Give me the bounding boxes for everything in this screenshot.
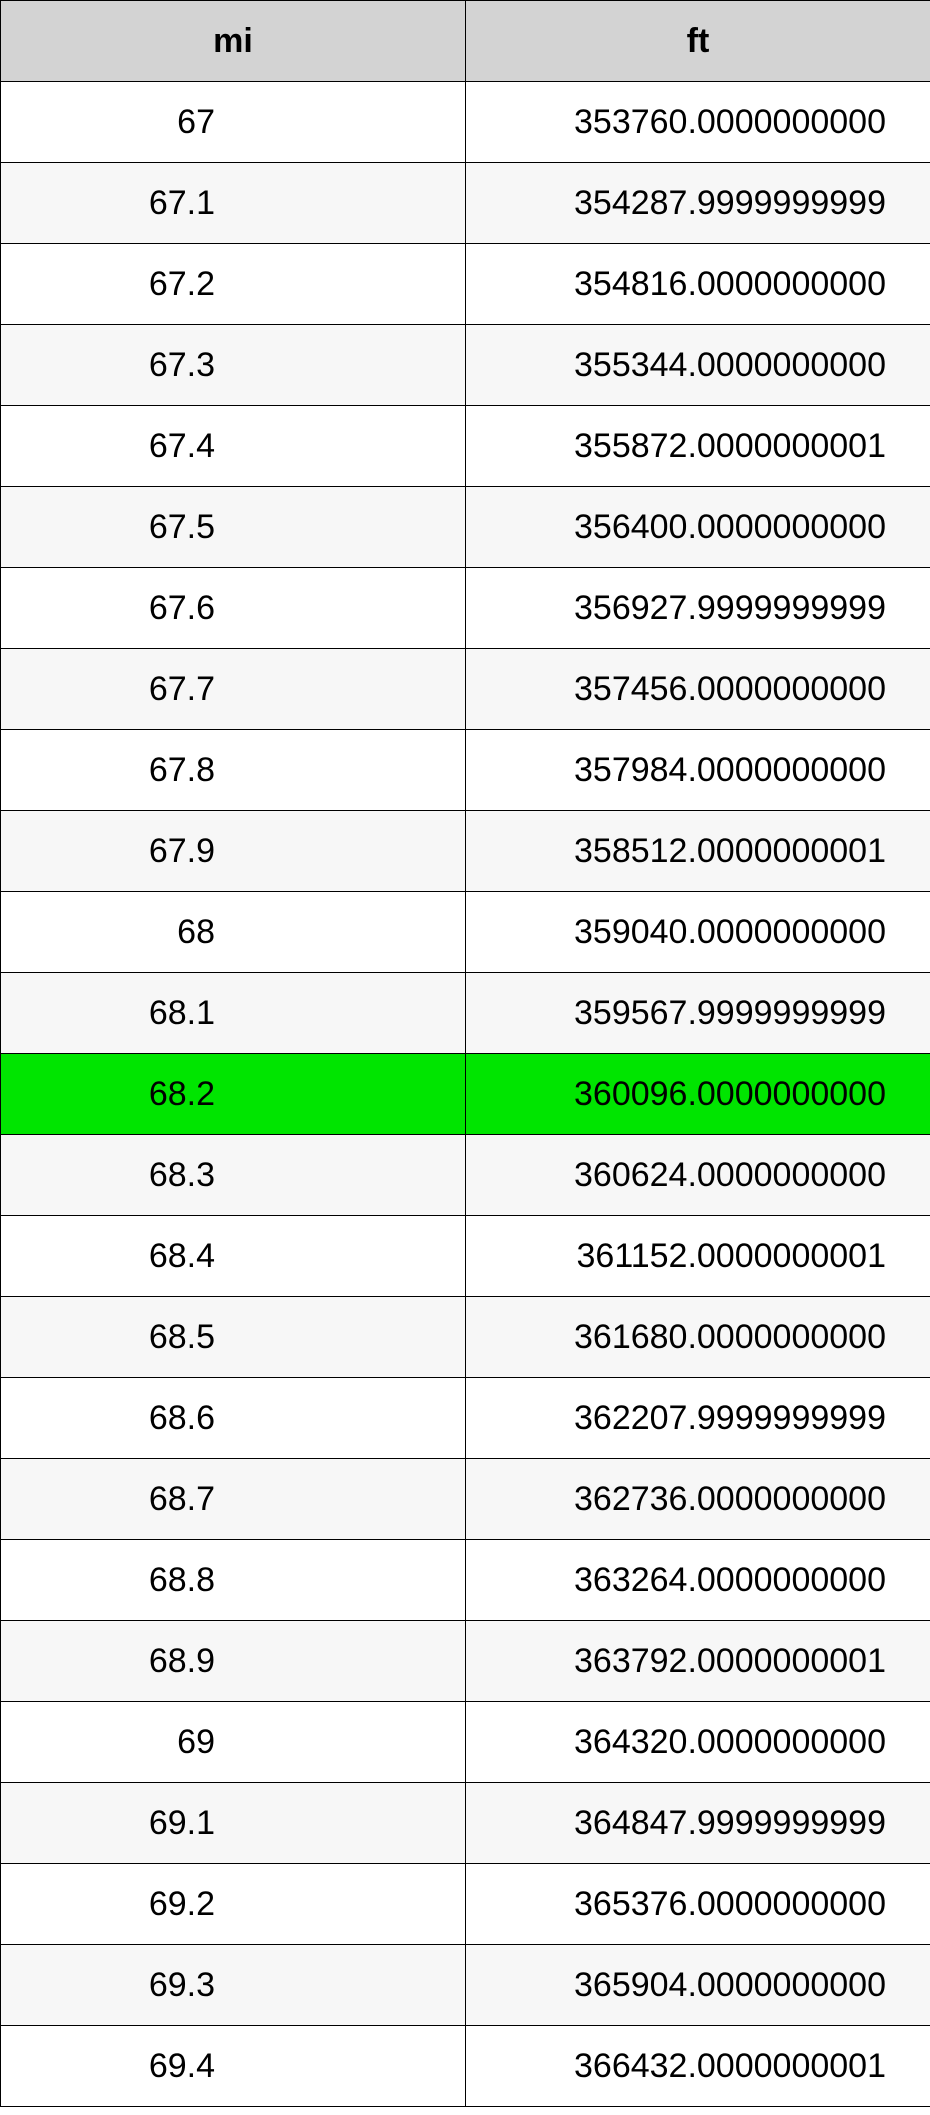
cell-ft: 356400.0000000000 [466, 487, 930, 568]
cell-mi: 69.2 [1, 1864, 466, 1945]
table-row: 68.3360624.0000000000 [1, 1135, 930, 1216]
cell-ft: 355344.0000000000 [466, 325, 930, 406]
table-row: 69.4366432.0000000001 [1, 2026, 930, 2107]
cell-ft: 360096.0000000000 [466, 1054, 930, 1135]
table-row: 68.9363792.0000000001 [1, 1621, 930, 1702]
cell-mi: 68.2 [1, 1054, 466, 1135]
table-row: 68.7362736.0000000000 [1, 1459, 930, 1540]
cell-mi: 68 [1, 892, 466, 973]
cell-ft: 353760.0000000000 [466, 82, 930, 163]
cell-ft: 361152.0000000001 [466, 1216, 930, 1297]
cell-ft: 356927.9999999999 [466, 568, 930, 649]
table-row: 67.9358512.0000000001 [1, 811, 930, 892]
cell-ft: 363792.0000000001 [466, 1621, 930, 1702]
cell-mi: 68.9 [1, 1621, 466, 1702]
column-header-mi: mi [1, 1, 466, 82]
cell-mi: 67.5 [1, 487, 466, 568]
cell-mi: 69 [1, 1702, 466, 1783]
cell-ft: 364847.9999999999 [466, 1783, 930, 1864]
cell-mi: 67.3 [1, 325, 466, 406]
cell-mi: 69.4 [1, 2026, 466, 2107]
table-row: 69.1364847.9999999999 [1, 1783, 930, 1864]
cell-ft: 354816.0000000000 [466, 244, 930, 325]
table-row: 68.2360096.0000000000 [1, 1054, 930, 1135]
table-row: 69364320.0000000000 [1, 1702, 930, 1783]
cell-mi: 67.9 [1, 811, 466, 892]
cell-ft: 362736.0000000000 [466, 1459, 930, 1540]
table-row: 68.6362207.9999999999 [1, 1378, 930, 1459]
cell-ft: 359567.9999999999 [466, 973, 930, 1054]
table-row: 68359040.0000000000 [1, 892, 930, 973]
cell-mi: 67 [1, 82, 466, 163]
table-row: 68.5361680.0000000000 [1, 1297, 930, 1378]
cell-mi: 68.3 [1, 1135, 466, 1216]
cell-ft: 364320.0000000000 [466, 1702, 930, 1783]
cell-mi: 68.4 [1, 1216, 466, 1297]
column-header-ft: ft [466, 1, 930, 82]
table-row: 67.7357456.0000000000 [1, 649, 930, 730]
table-row: 67.2354816.0000000000 [1, 244, 930, 325]
cell-ft: 354287.9999999999 [466, 163, 930, 244]
cell-mi: 67.4 [1, 406, 466, 487]
cell-ft: 360624.0000000000 [466, 1135, 930, 1216]
cell-mi: 67.2 [1, 244, 466, 325]
table-row: 67.5356400.0000000000 [1, 487, 930, 568]
table-row: 69.3365904.0000000000 [1, 1945, 930, 2026]
cell-mi: 69.3 [1, 1945, 466, 2026]
table-row: 67.8357984.0000000000 [1, 730, 930, 811]
cell-mi: 67.8 [1, 730, 466, 811]
cell-mi: 67.1 [1, 163, 466, 244]
table-row: 68.4361152.0000000001 [1, 1216, 930, 1297]
cell-mi: 68.8 [1, 1540, 466, 1621]
cell-ft: 361680.0000000000 [466, 1297, 930, 1378]
cell-mi: 68.6 [1, 1378, 466, 1459]
cell-ft: 362207.9999999999 [466, 1378, 930, 1459]
table-row: 67.1354287.9999999999 [1, 163, 930, 244]
cell-ft: 365904.0000000000 [466, 1945, 930, 2026]
cell-ft: 365376.0000000000 [466, 1864, 930, 1945]
table-row: 67.4355872.0000000001 [1, 406, 930, 487]
cell-ft: 366432.0000000001 [466, 2026, 930, 2107]
cell-ft: 357456.0000000000 [466, 649, 930, 730]
cell-mi: 67.7 [1, 649, 466, 730]
conversion-table: mi ft 67353760.000000000067.1354287.9999… [0, 0, 930, 2107]
cell-mi: 69.1 [1, 1783, 466, 1864]
cell-mi: 68.7 [1, 1459, 466, 1540]
cell-ft: 355872.0000000001 [466, 406, 930, 487]
table-row: 68.8363264.0000000000 [1, 1540, 930, 1621]
cell-ft: 357984.0000000000 [466, 730, 930, 811]
table-header-row: mi ft [1, 1, 930, 82]
cell-ft: 363264.0000000000 [466, 1540, 930, 1621]
cell-ft: 359040.0000000000 [466, 892, 930, 973]
table-row: 67353760.0000000000 [1, 82, 930, 163]
table-row: 67.3355344.0000000000 [1, 325, 930, 406]
cell-mi: 68.1 [1, 973, 466, 1054]
table-row: 68.1359567.9999999999 [1, 973, 930, 1054]
table-row: 69.2365376.0000000000 [1, 1864, 930, 1945]
cell-mi: 68.5 [1, 1297, 466, 1378]
cell-mi: 67.6 [1, 568, 466, 649]
cell-ft: 358512.0000000001 [466, 811, 930, 892]
table-row: 67.6356927.9999999999 [1, 568, 930, 649]
